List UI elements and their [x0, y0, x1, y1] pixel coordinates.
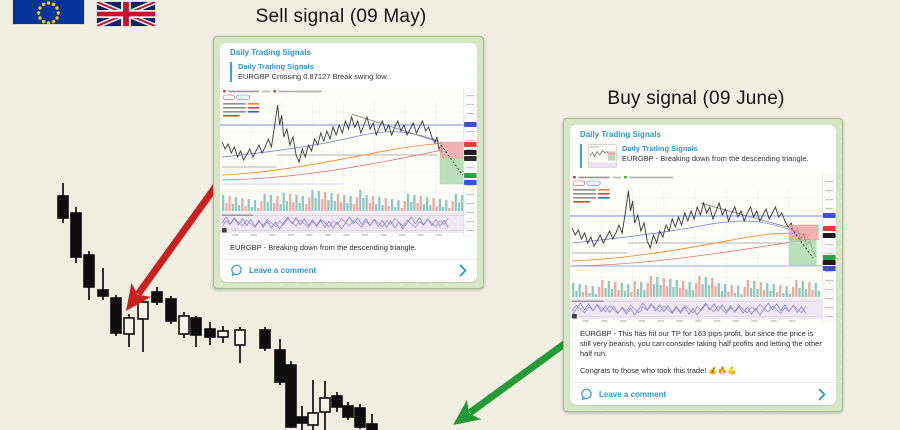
caption-paragraph: EURGBP - This has hit our TP for 163 pip… — [580, 329, 822, 358]
telegram-post-buy: Daily Trading Signals Daily Trading Sign… — [563, 118, 843, 413]
chart-screenshot-sell[interactable] — [220, 87, 477, 237]
eu-flag-icon — [13, 0, 84, 24]
leave-comment-label: Leave a comment — [249, 266, 317, 276]
post-caption: EURGBP - Breaking down from the descendi… — [230, 243, 417, 252]
message-bubble: Daily Trading Signals Daily Trading Sign… — [220, 43, 477, 282]
chevron-right-icon[interactable] — [459, 264, 467, 277]
chart-legend — [572, 176, 674, 203]
telegram-post-sell: Daily Trading Signals Daily Trading Sign… — [213, 36, 484, 289]
axis-price-badges — [464, 122, 477, 185]
leave-comment-button[interactable]: Leave a comment — [220, 258, 477, 282]
reply-quote[interactable]: Daily Trading Signals EURGBP Crossing 0.… — [230, 62, 467, 82]
reply-author: Daily Trading Signals — [238, 62, 314, 71]
chevron-right-icon[interactable] — [818, 388, 826, 401]
channel-name-link[interactable]: Daily Trading Signals — [580, 130, 661, 139]
uk-flag-icon — [97, 2, 155, 26]
sell-signal-label: Sell signal (09 May) — [255, 6, 427, 27]
reply-text: EURGBP Crossing 0.87127 Break swing low — [238, 72, 387, 81]
channel-name-link[interactable]: Daily Trading Signals — [230, 48, 311, 57]
comment-bubble-icon — [231, 264, 242, 277]
caption-congrats: Congrats to those who took this trade! 💰… — [580, 366, 737, 376]
comment-bubble-icon — [581, 388, 592, 400]
reply-author: Daily Trading Signals — [622, 144, 698, 153]
chart-legend — [222, 90, 322, 117]
buy-signal-label: Buy signal (09 June) — [607, 88, 785, 109]
leave-comment-button[interactable]: Leave a comment — [570, 382, 836, 405]
post-caption: EURGBP - This has hit our TP for 163 pip… — [570, 323, 836, 382]
axis-price-badges — [822, 213, 836, 271]
reply-quote[interactable]: Daily Trading Signals EURGBP - Breaking … — [580, 144, 826, 168]
reply-thumbnail-chart — [588, 144, 617, 168]
message-bubble: Daily Trading Signals Daily Trading Sign… — [570, 125, 836, 406]
chart-screenshot-buy[interactable] — [570, 173, 836, 323]
leave-comment-label: Leave a comment — [599, 389, 667, 399]
reply-text: EURGBP - Breaking down from the descendi… — [622, 154, 809, 163]
